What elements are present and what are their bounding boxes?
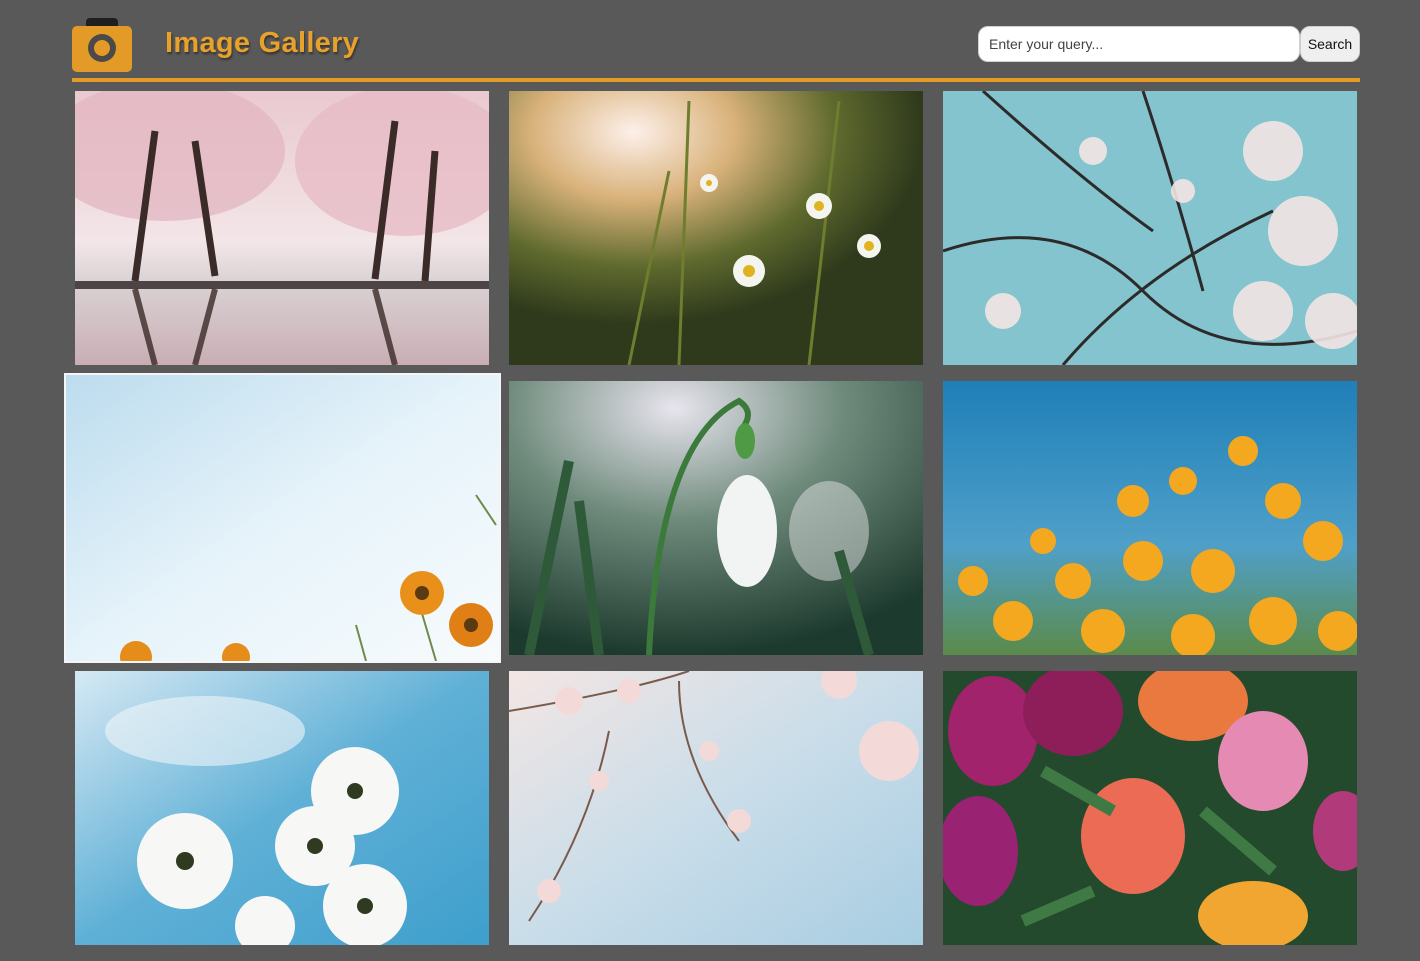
gallery-image-tulip-bouquet[interactable] bbox=[943, 671, 1357, 945]
page-title: Image Gallery bbox=[165, 27, 360, 59]
header-divider bbox=[72, 78, 1360, 82]
gallery-image-blossom-branches[interactable] bbox=[943, 91, 1357, 365]
gallery-image-snowdrop[interactable] bbox=[509, 381, 923, 655]
gallery-image-pink-blossom[interactable] bbox=[509, 671, 923, 945]
header: Image Gallery Search bbox=[72, 18, 1360, 80]
search-button[interactable]: Search bbox=[1300, 26, 1360, 62]
gallery-image-daisies-meadow[interactable] bbox=[509, 91, 923, 365]
gallery-image-orange-cosmos[interactable] bbox=[66, 375, 499, 661]
gallery-image-cherry-blossom-trees[interactable] bbox=[75, 91, 489, 365]
gallery-image-orange-poppies[interactable] bbox=[943, 381, 1357, 655]
camera-icon[interactable] bbox=[72, 18, 132, 72]
search-input[interactable] bbox=[978, 26, 1300, 62]
gallery-image-white-cosmos[interactable] bbox=[75, 671, 489, 945]
